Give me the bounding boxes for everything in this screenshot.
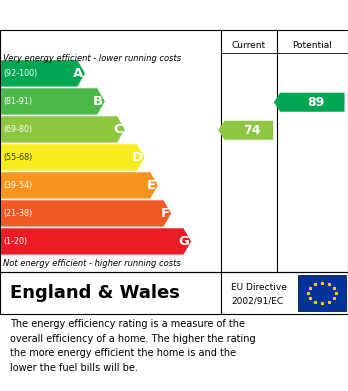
Text: (55-68): (55-68) — [3, 153, 33, 162]
Text: D: D — [132, 151, 143, 164]
Text: (92-100): (92-100) — [3, 69, 38, 78]
Text: A: A — [73, 67, 83, 80]
Text: EU Directive: EU Directive — [231, 283, 287, 292]
Text: G: G — [179, 235, 189, 248]
Text: F: F — [160, 207, 169, 220]
Text: (69-80): (69-80) — [3, 125, 33, 134]
Text: 2002/91/EC: 2002/91/EC — [231, 296, 284, 305]
Text: (21-38): (21-38) — [3, 209, 33, 218]
Polygon shape — [1, 144, 145, 170]
Text: Energy Efficiency Rating: Energy Efficiency Rating — [10, 7, 220, 23]
Text: (1-20): (1-20) — [3, 237, 27, 246]
Text: England & Wales: England & Wales — [10, 284, 180, 302]
Text: 89: 89 — [307, 96, 324, 109]
Text: Potential: Potential — [292, 41, 332, 50]
Text: B: B — [93, 95, 103, 108]
Text: 74: 74 — [244, 124, 261, 137]
Text: Current: Current — [232, 41, 266, 50]
Text: Very energy efficient - lower running costs: Very energy efficient - lower running co… — [3, 54, 182, 63]
Text: (39-54): (39-54) — [3, 181, 33, 190]
Text: The energy efficiency rating is a measure of the
overall efficiency of a home. T: The energy efficiency rating is a measur… — [10, 319, 256, 373]
Text: E: E — [147, 179, 156, 192]
Polygon shape — [274, 93, 345, 112]
Polygon shape — [1, 200, 171, 226]
Polygon shape — [218, 121, 273, 140]
Polygon shape — [1, 88, 105, 115]
Polygon shape — [1, 116, 125, 143]
Text: Not energy efficient - higher running costs: Not energy efficient - higher running co… — [3, 259, 181, 268]
Polygon shape — [1, 60, 85, 86]
Polygon shape — [1, 228, 191, 255]
Text: C: C — [113, 123, 123, 136]
Polygon shape — [1, 172, 158, 199]
Bar — [298, 275, 346, 310]
Text: (81-91): (81-91) — [3, 97, 33, 106]
